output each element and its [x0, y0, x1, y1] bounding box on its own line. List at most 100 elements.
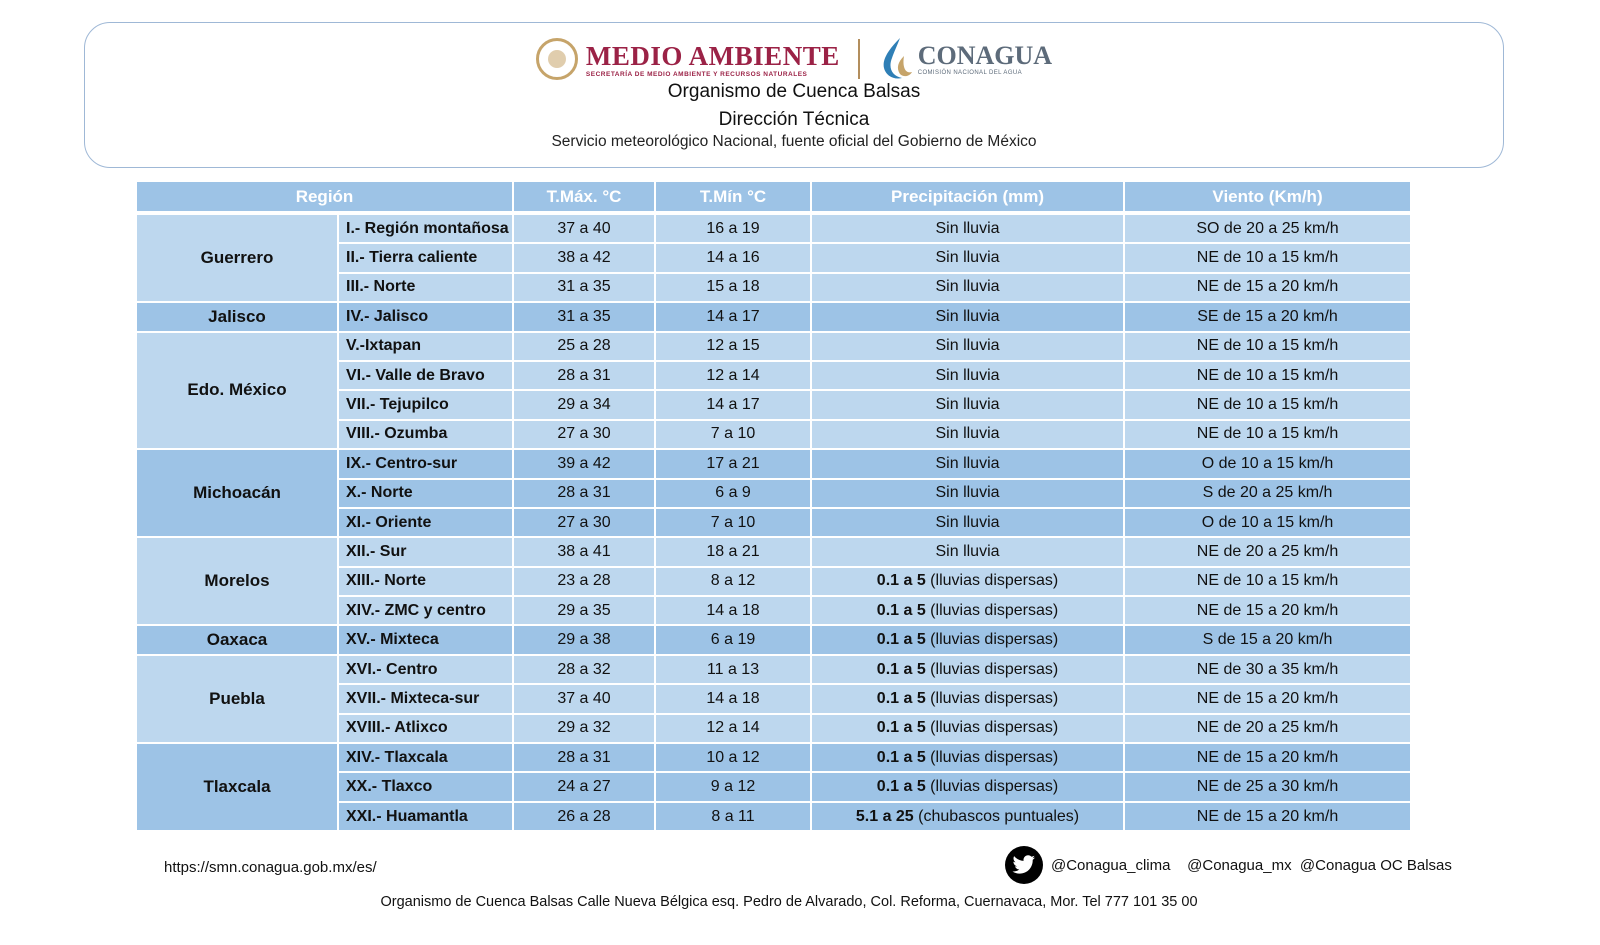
precipitation-cell: Sin lluvia: [811, 449, 1126, 480]
footer-address: Organismo de Cuenca Balsas Calle Nueva B…: [380, 894, 1198, 910]
tmin-cell: 6 a 9: [655, 478, 813, 509]
tmax-cell: 24 a 27: [513, 772, 657, 803]
wind-cell: NE de 10 a 15 km/h: [1124, 360, 1413, 392]
tmax-cell: 38 a 41: [513, 537, 657, 568]
tmin-cell: 6 a 19: [655, 625, 813, 656]
precipitation-text: Sin lluvia: [935, 484, 1000, 502]
wind-cell: NE de 25 a 30 km/h: [1124, 772, 1413, 803]
table-body: Guerrero I.- Región montañosa 37 a 40 16 a …: [137, 213, 1413, 833]
table-row: XIII.- Norte 23 a 28 8 a 12 0.1 a 5 (lluvia…: [137, 566, 1413, 598]
tmin-cell: 14 a 16: [655, 243, 813, 274]
conagua-logo-subtitle: COMISIÓN NACIONAL DEL AGUA: [917, 70, 1023, 76]
precipitation-text: (lluvias dispersas): [925, 778, 1059, 796]
subregion-cell: IV.- Jalisco: [338, 302, 515, 333]
precipitation-cell: Sin lluvia: [811, 537, 1126, 568]
subregion-cell: XVII.- Mixteca-sur: [338, 684, 515, 715]
tmax-cell: 29 a 35: [513, 596, 657, 627]
tmin-cell: 14 a 18: [655, 596, 813, 627]
precipitation-text: Sin lluvia: [935, 542, 1000, 560]
tmin-cell: 14 a 18: [655, 684, 813, 715]
tmax-cell: 31 a 35: [513, 302, 657, 333]
table-row: X.- Norte 28 a 31 6 a 9 Sin lluvia S de 20 a…: [137, 478, 1413, 509]
precipitation-cell: 0.1 a 5 (lluvias dispersas): [811, 566, 1126, 598]
conagua-logo: CONAGUA COMISIÓN NACIONAL DEL AGUA: [917, 42, 1052, 77]
wind-cell: NE de 15 a 20 km/h: [1124, 272, 1413, 304]
precipitation-text: Sin lluvia: [935, 513, 1000, 531]
table-row: Jalisco IV.- Jalisco 31 a 35 14 a 17 Sin llu…: [137, 302, 1413, 333]
mexico-seal-icon: [535, 38, 578, 80]
precipitation-text: Sin lluvia: [935, 454, 1000, 472]
website-url[interactable]: https://smn.conagua.gob.mx/es/: [164, 859, 377, 876]
state-cell: Tlaxcala: [137, 743, 339, 833]
subregion-cell: V.-Ixtapan: [338, 331, 515, 362]
subregion-cell: I.- Región montañosa: [338, 213, 515, 245]
precipitation-cell: Sin lluvia: [811, 213, 1126, 245]
tmax-cell: 27 a 30: [513, 419, 657, 451]
precipitation-amount: 0.1 a 5: [876, 572, 926, 590]
wind-cell: NE de 15 a 20 km/h: [1124, 801, 1413, 833]
tmax-cell: 28 a 31: [513, 360, 657, 392]
header-region: Región: [137, 182, 515, 215]
tmax-cell: 31 a 35: [513, 272, 657, 304]
twitter-icon[interactable]: [1005, 846, 1043, 884]
tmin-cell: 8 a 11: [655, 801, 813, 833]
organization-title: Organismo de Cuenca Balsas: [667, 81, 921, 102]
precipitation-amount: 0.1 a 5: [876, 660, 926, 678]
precipitation-text: Sin lluvia: [935, 337, 1000, 355]
precipitation-cell: 5.1 a 25 (chubascos puntuales): [811, 801, 1126, 833]
subregion-cell: XIII.- Norte: [338, 566, 515, 598]
header-tmin: T.Mín °C: [655, 182, 813, 215]
table-row: Tlaxcala XIV.- Tlaxcala 28 a 31 10 a 12 0.1 …: [137, 743, 1413, 833]
tmax-cell: 28 a 31: [513, 743, 657, 774]
semarnat-logo: MEDIO AMBIENTE SECRETARÍA DE MEDIO AMBIE…: [586, 41, 840, 78]
subregion-cell: XVIII.- Atlixco: [338, 713, 515, 745]
wind-cell: NE de 20 a 25 km/h: [1124, 713, 1413, 745]
tmin-cell: 8 a 12: [655, 566, 813, 598]
wind-cell: S de 15 a 20 km/h: [1124, 625, 1413, 656]
table-row: XVIII.- Atlixco 29 a 32 12 a 14 0.1 a 5 (ll…: [137, 713, 1413, 745]
social-bar: @Conagua_clima @Conagua_mx @Conagua OC B…: [1005, 846, 1452, 884]
subregion-cell: VIII.- Ozumba: [338, 419, 515, 451]
tmax-cell: 28 a 31: [513, 478, 657, 509]
tmax-cell: 37 a 40: [513, 213, 657, 245]
tmax-cell: 29 a 34: [513, 390, 657, 421]
table-row: XI.- Oriente 27 a 30 7 a 10 Sin lluvia O de …: [137, 507, 1413, 539]
tmax-cell: 28 a 32: [513, 654, 657, 686]
state-cell: Edo. México: [137, 331, 339, 451]
precipitation-cell: Sin lluvia: [811, 360, 1126, 392]
tmax-cell: 37 a 40: [513, 684, 657, 715]
state-cell: Jalisco: [137, 302, 339, 333]
tmin-cell: 14 a 17: [655, 390, 813, 421]
subregion-cell: XIV.- Tlaxcala: [338, 743, 515, 774]
tmin-cell: 16 a 19: [655, 213, 813, 245]
precipitation-cell: 0.1 a 5 (lluvias dispersas): [811, 625, 1126, 656]
precipitation-text: (lluvias dispersas): [925, 601, 1059, 619]
precipitation-cell: 0.1 a 5 (lluvias dispersas): [811, 743, 1126, 774]
tmax-cell: 25 a 28: [513, 331, 657, 362]
wind-cell: NE de 15 a 20 km/h: [1124, 596, 1413, 627]
table-row: XXI.- Huamantla 26 a 28 8 a 11 5.1 a 25 (ch…: [137, 801, 1413, 833]
table-row: XVII.- Mixteca-sur 37 a 40 14 a 18 0.1 a 5 …: [137, 684, 1413, 715]
wind-cell: NE de 30 a 35 km/h: [1124, 654, 1413, 686]
header-precipitation: Precipitación (mm): [811, 182, 1126, 215]
tmin-cell: 7 a 10: [655, 507, 813, 539]
semarnat-logo-subtitle: SECRETARÍA DE MEDIO AMBIENTE Y RECURSOS …: [585, 70, 808, 78]
header-box: MEDIO AMBIENTE SECRETARÍA DE MEDIO AMBIE…: [84, 22, 1504, 168]
precipitation-text: Sin lluvia: [935, 425, 1000, 443]
wind-cell: O de 10 a 15 km/h: [1124, 507, 1413, 539]
table-row: Morelos XII.- Sur 38 a 41 18 a 21 Sin lluvia…: [137, 537, 1413, 627]
logo-divider: [857, 39, 860, 79]
precipitation-text: Sin lluvia: [935, 278, 1000, 296]
state-cell: Michoacán: [137, 449, 339, 539]
subregion-cell: XIV.- ZMC y centro: [338, 596, 515, 627]
tmin-cell: 11 a 13: [655, 654, 813, 686]
table-row: Oaxaca XV.- Mixteca 29 a 38 6 a 19 0.1 a 5 (…: [137, 625, 1413, 656]
wind-cell: SE de 15 a 20 km/h: [1124, 302, 1413, 333]
tmin-cell: 17 a 21: [655, 449, 813, 480]
table-header-row: Región T.Máx. °C T.Mín °C Precipitación …: [137, 182, 1413, 215]
state-cell: Puebla: [137, 654, 339, 745]
precipitation-cell: Sin lluvia: [811, 331, 1126, 362]
precipitation-text: Sin lluvia: [935, 249, 1000, 267]
tmin-cell: 12 a 14: [655, 713, 813, 745]
table-row: VI.- Valle de Bravo 28 a 31 12 a 14 Sin llu…: [137, 360, 1413, 392]
